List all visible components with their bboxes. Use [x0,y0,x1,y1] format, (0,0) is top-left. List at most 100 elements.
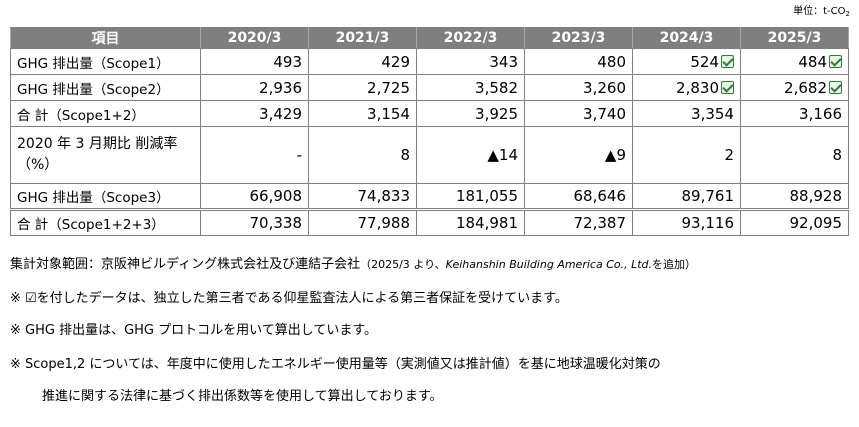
value-text: ▲14 [487,146,518,164]
value-cell: 74,833 [308,183,417,210]
value-cell: 2,682 [740,74,849,101]
header-year: 2022/3 [416,27,525,49]
value-cell: 3,354 [632,100,741,127]
value-cell: 184,981 [416,208,525,236]
header-year: 2025/3 [740,27,849,49]
table-body: GHG 排出量（Scope1） 493 429 343 480 524 484 GHG 排出量… [10,48,849,236]
value-cell: 8 [308,126,417,184]
value-text: 181,055 [455,187,518,205]
value-text: 72,387 [573,214,627,232]
ghg-protocol-note: ※ GHG 排出量は、GHG プロトコルを用いて算出しています。 [10,323,378,338]
value-text: 3,429 [259,104,302,123]
header-item: 項目 [10,27,201,49]
row-label: 合 計（Scope1+2+3） [10,208,201,236]
value-cell: ▲9 [524,126,633,184]
checkmark-icon [721,80,734,94]
table-row: GHG 排出量（Scope3） 66,908 74,833 181,055 68,646… [10,183,849,210]
checkmark-icon [721,54,734,68]
value-cell: 93,116 [632,208,741,236]
value-text: 8 [400,146,410,164]
row-label: GHG 排出量（Scope2） [10,74,201,101]
value-text: 3,354 [691,104,734,123]
header-year: 2021/3 [308,27,417,49]
scope12-method-note-cont: 推進に関する法律に基づく排出係数等を使用して算出しております。 [42,389,443,404]
value-text: 93,116 [681,214,735,232]
value-cell: 70,338 [200,208,309,236]
value-cell: 2,936 [200,74,309,101]
value-text: 493 [273,52,302,71]
value-text: 2,725 [367,78,410,97]
scope-note: 集計対象範囲：京阪神ビルディング株式会社及び連結子会社（2025/3 より、Ke… [10,257,697,272]
assurance-note: ※ ☑を付したデータは、独立した第三者である仰星監査法人による第三者保証を受けて… [10,291,568,306]
value-cell: 480 [524,48,633,75]
value-cell: 3,166 [740,100,849,127]
scope12-method-note: ※ Scope1,2 については、年度中に使用したエネルギー使用量等（実測値又は… [10,357,661,372]
row-label: GHG 排出量（Scope3） [10,183,201,210]
value-text: 484 [798,52,827,71]
value-text: 88,928 [789,187,843,205]
row-label: GHG 排出量（Scope1） [10,48,201,75]
value-text: 74,833 [357,187,411,205]
value-text: - [296,146,302,164]
unit-label: 単位：t-CO2 [793,6,850,18]
header-year: 2024/3 [632,27,741,49]
value-text: 343 [489,52,518,71]
header-year: 2020/3 [200,27,309,49]
value-cell: 493 [200,48,309,75]
value-cell: 72,387 [524,208,633,236]
value-cell: 3,429 [200,100,309,127]
value-text: 3,260 [583,78,626,97]
value-text: ▲9 [604,146,626,164]
value-cell: 484 [740,48,849,75]
value-text: 92,095 [789,214,843,232]
value-text: 2,936 [259,78,302,97]
value-cell: 89,761 [632,183,741,210]
value-cell: 8 [740,126,849,184]
value-cell: 3,925 [416,100,525,127]
table-row: GHG 排出量（Scope1） 493 429 343 480 524 484 [10,48,849,75]
value-cell: - [200,126,309,184]
value-text: 66,908 [249,187,303,205]
ghg-emissions-table: 項目 2020/3 2021/3 2022/3 2023/3 2024/3 2025/3 G… [10,27,849,236]
value-cell: 429 [308,48,417,75]
value-text: 3,925 [475,104,518,123]
value-cell: 181,055 [416,183,525,210]
value-text: 70,338 [249,214,303,232]
value-text: 480 [597,52,626,71]
value-cell: 3,582 [416,74,525,101]
table-row: 合 計（Scope1+2+3） 70,338 77,988 184,981 72,387… [10,208,849,236]
row-label: 合 計（Scope1+2） [10,100,201,127]
value-text: 68,646 [573,187,627,205]
value-text: 3,582 [475,78,518,97]
value-cell: 92,095 [740,208,849,236]
value-cell: 2 [632,126,741,184]
value-cell: 88,928 [740,183,849,210]
value-cell: 2,725 [308,74,417,101]
table-row: 2020 年 3 月期比 削減率（%） - 8 ▲14 ▲9 2 8 [10,126,849,184]
checkmark-icon [829,54,842,68]
table-row: 合 計（Scope1+2） 3,429 3,154 3,925 3,740 3,354 3,… [10,100,849,127]
value-cell: 3,260 [524,74,633,101]
value-text: 8 [832,146,842,164]
value-text: 2 [724,146,734,164]
value-text: 2,682 [784,78,827,97]
value-text: 184,981 [455,214,518,232]
value-text: 3,154 [367,104,410,123]
value-text: 3,166 [799,104,842,123]
value-text: 77,988 [357,214,411,232]
value-text: 89,761 [681,187,735,205]
value-cell: 66,908 [200,183,309,210]
value-cell: 68,646 [524,183,633,210]
value-cell: 77,988 [308,208,417,236]
value-text: 429 [381,52,410,71]
value-cell: 524 [632,48,741,75]
value-cell: 343 [416,48,525,75]
value-text: 2,830 [676,78,719,97]
table-header-row: 項目 2020/3 2021/3 2022/3 2023/3 2024/3 2025/3 [10,27,849,49]
row-label: 2020 年 3 月期比 削減率（%） [10,126,201,184]
value-text: 524 [690,52,719,71]
header-year: 2023/3 [524,27,633,49]
value-cell: 3,154 [308,100,417,127]
value-text: 3,740 [583,104,626,123]
value-cell: 3,740 [524,100,633,127]
